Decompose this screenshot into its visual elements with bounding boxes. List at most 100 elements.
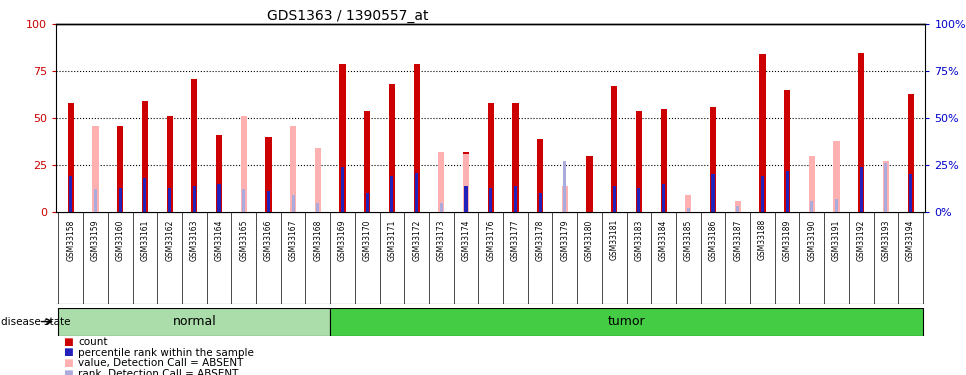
Bar bbox=[537, 139, 543, 212]
Bar bbox=[488, 103, 494, 212]
Text: GSM33158: GSM33158 bbox=[67, 219, 75, 261]
Bar bbox=[759, 54, 765, 212]
Bar bbox=[241, 116, 247, 212]
Bar bbox=[316, 202, 320, 212]
Text: GSM33192: GSM33192 bbox=[857, 219, 866, 261]
Text: tumor: tumor bbox=[608, 315, 645, 328]
Text: GSM33167: GSM33167 bbox=[289, 219, 298, 261]
Bar bbox=[117, 126, 124, 212]
Text: GSM33171: GSM33171 bbox=[387, 219, 396, 261]
Bar bbox=[661, 109, 667, 212]
Bar bbox=[465, 186, 468, 212]
Text: percentile rank within the sample: percentile rank within the sample bbox=[78, 348, 254, 357]
Bar bbox=[339, 64, 346, 212]
Bar bbox=[662, 184, 666, 212]
Text: ■: ■ bbox=[63, 358, 72, 368]
Bar bbox=[858, 53, 865, 212]
Text: normal: normal bbox=[173, 315, 216, 328]
Text: GSM33166: GSM33166 bbox=[264, 219, 273, 261]
Text: GSM33181: GSM33181 bbox=[610, 219, 618, 261]
Bar bbox=[860, 167, 863, 212]
Text: GSM33174: GSM33174 bbox=[462, 219, 470, 261]
Text: rank, Detection Call = ABSENT: rank, Detection Call = ABSENT bbox=[78, 369, 239, 375]
Bar bbox=[217, 184, 220, 212]
Bar bbox=[586, 156, 592, 212]
Bar bbox=[907, 94, 914, 212]
Bar bbox=[292, 195, 295, 212]
Bar bbox=[883, 161, 889, 212]
Bar bbox=[463, 152, 469, 212]
Bar bbox=[315, 148, 321, 212]
Bar bbox=[809, 156, 815, 212]
Bar bbox=[94, 189, 98, 212]
Text: ■: ■ bbox=[63, 369, 72, 375]
Text: GSM33172: GSM33172 bbox=[412, 219, 421, 261]
Bar bbox=[611, 86, 617, 212]
Text: GSM33168: GSM33168 bbox=[313, 219, 323, 261]
Text: GSM33161: GSM33161 bbox=[140, 219, 150, 261]
Text: GSM33179: GSM33179 bbox=[560, 219, 569, 261]
Bar bbox=[364, 111, 370, 212]
Bar bbox=[636, 111, 642, 212]
Text: count: count bbox=[78, 337, 108, 347]
Text: GSM33194: GSM33194 bbox=[906, 219, 915, 261]
Text: GSM33170: GSM33170 bbox=[363, 219, 372, 261]
Bar bbox=[514, 186, 517, 212]
Bar bbox=[70, 176, 72, 212]
Text: GSM33185: GSM33185 bbox=[684, 219, 693, 261]
Bar bbox=[835, 199, 838, 212]
Bar bbox=[810, 201, 813, 212]
Text: GSM33176: GSM33176 bbox=[486, 219, 496, 261]
Text: GSM33162: GSM33162 bbox=[165, 219, 174, 261]
Bar bbox=[191, 79, 197, 212]
Text: ■: ■ bbox=[63, 348, 72, 357]
Bar bbox=[290, 148, 297, 212]
Bar bbox=[638, 188, 640, 212]
Bar bbox=[366, 193, 369, 212]
Bar bbox=[266, 137, 271, 212]
Bar bbox=[539, 193, 542, 212]
Bar bbox=[59, 308, 330, 336]
Bar bbox=[330, 308, 923, 336]
Text: GSM33173: GSM33173 bbox=[437, 219, 446, 261]
Bar bbox=[734, 201, 741, 212]
Bar bbox=[884, 163, 888, 212]
Text: disease state: disease state bbox=[1, 316, 71, 327]
Bar bbox=[489, 188, 493, 212]
Bar bbox=[612, 186, 615, 212]
Bar bbox=[143, 178, 147, 212]
Text: value, Detection Call = ABSENT: value, Detection Call = ABSENT bbox=[78, 358, 243, 368]
Bar bbox=[834, 141, 839, 212]
Bar bbox=[389, 84, 395, 212]
Bar bbox=[463, 154, 469, 212]
Bar bbox=[512, 103, 519, 212]
Bar bbox=[785, 171, 788, 212]
Bar bbox=[710, 107, 716, 212]
Text: ■: ■ bbox=[63, 337, 72, 347]
Bar bbox=[193, 186, 196, 212]
Text: GSM33188: GSM33188 bbox=[758, 219, 767, 261]
Bar bbox=[242, 189, 245, 212]
Text: GDS1363 / 1390557_at: GDS1363 / 1390557_at bbox=[267, 9, 429, 23]
Text: GSM33187: GSM33187 bbox=[733, 219, 742, 261]
Bar bbox=[784, 90, 790, 212]
Bar bbox=[341, 167, 344, 212]
Bar bbox=[290, 126, 297, 212]
Bar bbox=[68, 103, 74, 212]
Text: GSM33169: GSM33169 bbox=[338, 219, 347, 261]
Bar bbox=[909, 174, 912, 212]
Text: GSM33189: GSM33189 bbox=[782, 219, 791, 261]
Text: GSM33186: GSM33186 bbox=[708, 219, 718, 261]
Bar bbox=[712, 174, 715, 212]
Bar bbox=[93, 126, 99, 212]
Bar bbox=[415, 172, 418, 212]
Text: GSM33159: GSM33159 bbox=[91, 219, 100, 261]
Text: GSM33193: GSM33193 bbox=[881, 219, 891, 261]
Text: GSM33183: GSM33183 bbox=[635, 219, 643, 261]
Bar bbox=[166, 116, 173, 212]
Text: GSM33160: GSM33160 bbox=[116, 219, 125, 261]
Bar bbox=[761, 176, 764, 212]
Bar bbox=[168, 188, 171, 212]
Bar bbox=[267, 191, 270, 212]
Bar bbox=[390, 176, 393, 212]
